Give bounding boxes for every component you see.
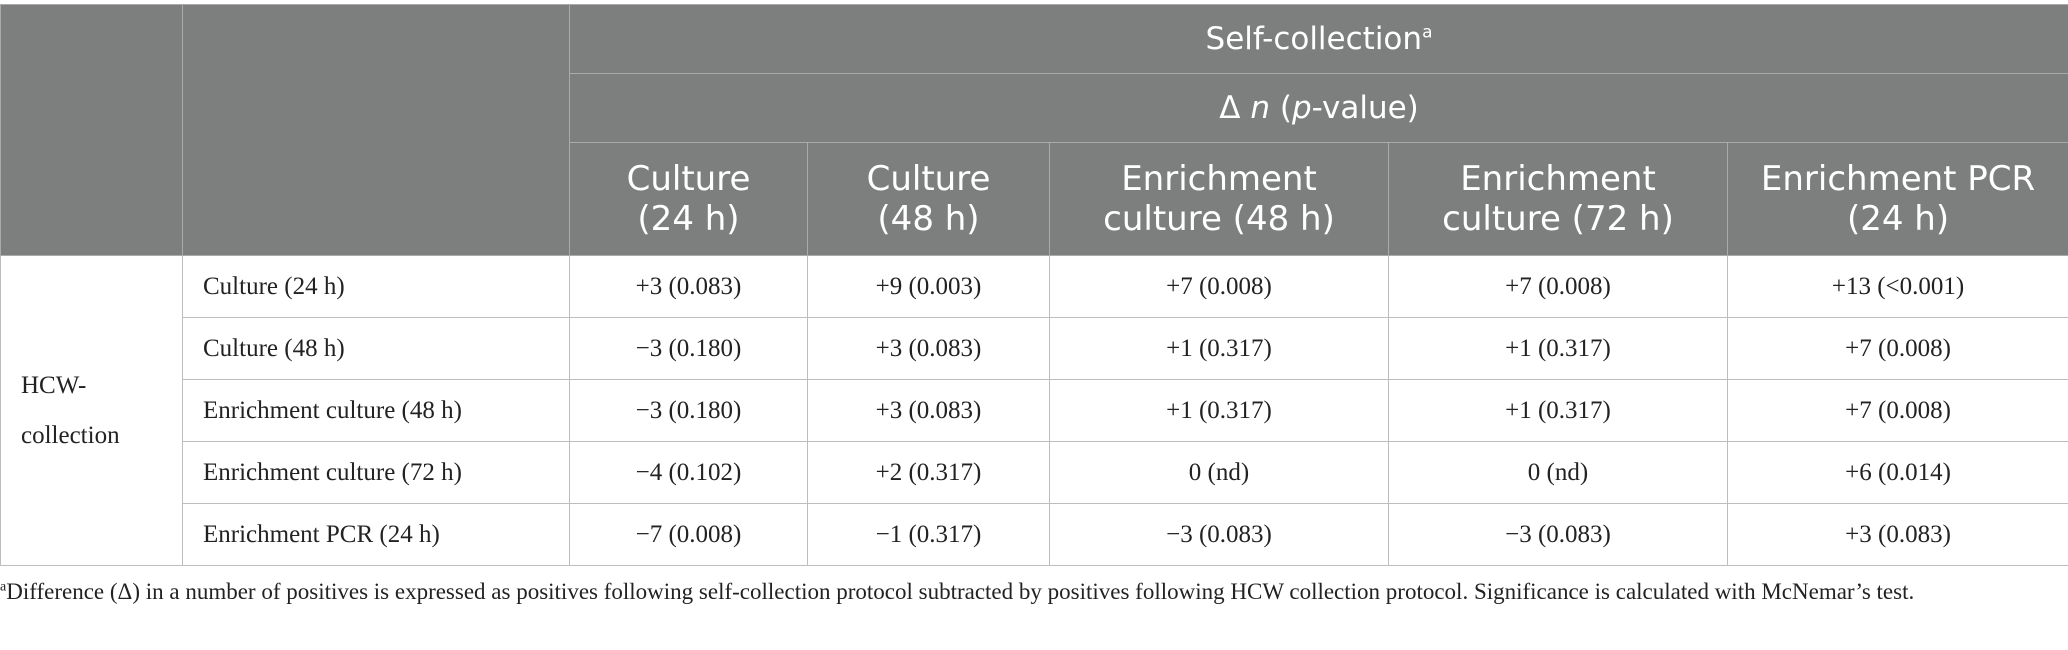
- hcw-collection-row-group: HCW-collection: [0, 255, 183, 566]
- table-cell: +3 (0.083): [807, 317, 1050, 380]
- delta-symbol: Δ: [1219, 90, 1251, 126]
- table-cell: −4 (0.102): [569, 441, 808, 504]
- self-collection-title: Self-collection: [1205, 21, 1423, 57]
- row-group-line2: collection: [21, 421, 120, 449]
- table-cell: +13 (<0.001): [1726, 255, 2068, 318]
- table-cell: +7 (0.008): [1726, 317, 2068, 380]
- table-cell: +7 (0.008): [1726, 379, 2068, 442]
- column-header-line1: Enrichment PCR: [1760, 159, 2036, 199]
- table-cell: −3 (0.180): [569, 379, 808, 442]
- table-cell: 0 (nd): [1049, 441, 1389, 504]
- row-group-line1: HCW-: [21, 371, 87, 399]
- table-cell: −7 (0.008): [569, 503, 808, 566]
- column-header-line2: culture (48 h): [1103, 199, 1335, 239]
- self-collection-header: Self-collectiona: [568, 4, 2068, 74]
- row-label: Culture (48 h): [182, 317, 570, 380]
- table-cell: 0 (nd): [1388, 441, 1728, 504]
- footnote-marker: a: [1422, 22, 1433, 43]
- table-cell: +3 (0.083): [569, 255, 808, 318]
- table-cell: +2 (0.317): [807, 441, 1050, 504]
- table-cell: +1 (0.317): [1388, 379, 1728, 442]
- column-header: Enrichment culture (48 h): [1049, 142, 1389, 256]
- table-cell: +1 (0.317): [1049, 379, 1389, 442]
- table-cell: −3 (0.083): [1049, 503, 1389, 566]
- table-footnote: aDifference (Δ) in a number of positives…: [0, 576, 2060, 608]
- table-cell: +9 (0.003): [807, 255, 1050, 318]
- table-cell: −1 (0.317): [807, 503, 1050, 566]
- table-cell: +1 (0.317): [1049, 317, 1389, 380]
- column-header-line1: Enrichment: [1121, 159, 1317, 199]
- header-blank-cell-2: [182, 4, 570, 256]
- results-table: Self-collectiona Δ n (p-value) Culture (2…: [0, 4, 2068, 566]
- column-header-line1: Culture: [626, 159, 751, 199]
- footnote-sup: a: [0, 579, 7, 595]
- header-blank-cell-1: [0, 4, 183, 256]
- column-header-line2: (24 h): [637, 199, 740, 239]
- table-row: Enrichment culture (72 h) −4 (0.102) +2 …: [1, 441, 2068, 504]
- column-header: Culture (24 h): [569, 142, 808, 256]
- row-label: Enrichment culture (72 h): [182, 441, 570, 504]
- p-label: p: [1291, 90, 1312, 126]
- column-header: Culture (48 h): [807, 142, 1050, 256]
- column-header-line2: (24 h): [1846, 199, 1950, 239]
- p-value-suffix: -value): [1311, 90, 1419, 126]
- delta-n-header: Δ n (p-value): [568, 73, 2068, 143]
- table-cell: −3 (0.180): [569, 317, 808, 380]
- table-cell: −3 (0.083): [1388, 503, 1728, 566]
- table-cell: +1 (0.317): [1388, 317, 1728, 380]
- table-cell: +3 (0.083): [807, 379, 1050, 442]
- delta-n-label: n: [1250, 90, 1270, 126]
- table-cell: +6 (0.014): [1726, 441, 2068, 504]
- footnote-text: Difference (Δ) in a number of positives …: [6, 579, 1915, 604]
- table-row: Enrichment culture (48 h) −3 (0.180) +3 …: [1, 379, 2068, 442]
- table-cell: +3 (0.083): [1726, 503, 2068, 566]
- column-header-line1: Culture: [866, 159, 991, 199]
- column-header: Enrichment PCR (24 h): [1726, 142, 2068, 256]
- column-header-line2: culture (72 h): [1442, 199, 1674, 239]
- row-label: Enrichment culture (48 h): [182, 379, 570, 442]
- table-row: Culture (48 h) −3 (0.180) +3 (0.083) +1 …: [1, 317, 2068, 380]
- table-cell: +7 (0.008): [1388, 255, 1728, 318]
- table-row: Enrichment PCR (24 h) −7 (0.008) −1 (0.3…: [1, 503, 2068, 566]
- column-header: Enrichment culture (72 h): [1388, 142, 1728, 256]
- row-label: Culture (24 h): [182, 255, 570, 318]
- row-label: Enrichment PCR (24 h): [182, 503, 570, 566]
- delta-open-paren: (: [1270, 90, 1292, 126]
- column-header-line2: (48 h): [877, 199, 980, 239]
- table-row: HCW-collection Culture (24 h) +3 (0.083)…: [0, 255, 2068, 566]
- table-cell: +7 (0.008): [1049, 255, 1389, 318]
- column-header-line1: Enrichment: [1460, 159, 1656, 199]
